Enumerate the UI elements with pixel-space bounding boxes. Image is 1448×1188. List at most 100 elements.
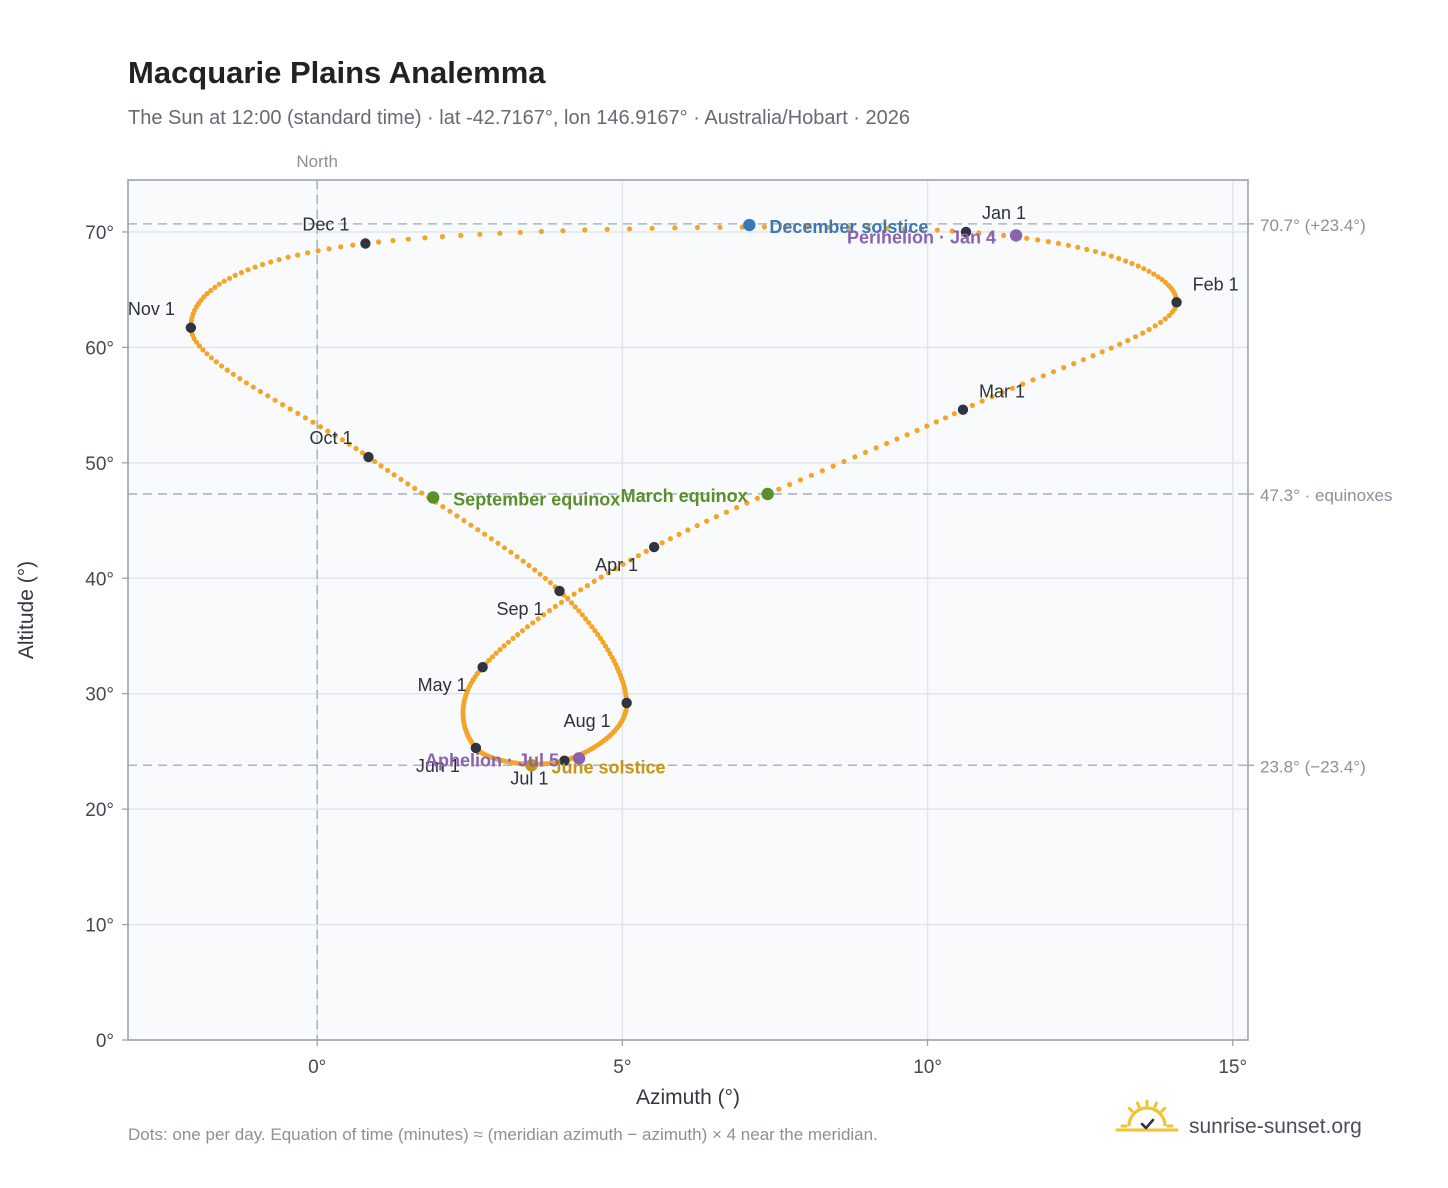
- daily-sun-dot: [579, 612, 585, 618]
- daily-sun-dot: [287, 406, 293, 412]
- daily-sun-dot: [841, 458, 847, 465]
- daily-sun-dot: [200, 347, 206, 353]
- daily-sun-dot: [924, 423, 930, 429]
- daily-sun-dot: [454, 513, 460, 519]
- daily-sun-dot: [519, 628, 526, 634]
- daily-sun-dot: [571, 591, 577, 597]
- daily-sun-dot: [884, 225, 890, 231]
- x-tick-label: 10°: [913, 1057, 942, 1078]
- daily-sun-dot: [305, 250, 311, 256]
- daily-sun-dot: [295, 410, 301, 416]
- daily-sun-dot: [482, 531, 488, 537]
- month-label: Sep 1: [496, 599, 543, 619]
- daily-sun-dot: [1140, 330, 1146, 336]
- daily-sun-dot: [230, 371, 236, 377]
- daily-sun-dot: [1123, 258, 1129, 264]
- daily-sun-dot: [942, 415, 949, 421]
- daily-sun-dot: [761, 224, 768, 230]
- daily-sun-dot: [495, 540, 501, 546]
- daily-sun-dot: [350, 242, 356, 248]
- north-line: North: [296, 152, 338, 1040]
- daily-sun-dot: [602, 643, 609, 649]
- y-tick-label: 70°: [85, 223, 114, 244]
- daily-sun-dot: [819, 468, 825, 474]
- event-marker: [426, 491, 440, 504]
- daily-sun-dot: [1030, 377, 1036, 383]
- daily-sun-dot: [532, 567, 538, 573]
- north-label: North: [296, 152, 338, 171]
- daily-sun-dot: [1169, 309, 1175, 315]
- daily-sun-dot: [265, 393, 271, 399]
- daily-sun-dot: [560, 228, 566, 234]
- daily-sun-dot: [1009, 385, 1016, 391]
- daily-sun-dot: [405, 481, 411, 487]
- daily-sun-dot: [204, 351, 210, 357]
- daily-sun-dot: [1158, 319, 1164, 325]
- daily-sun-dot: [193, 339, 200, 345]
- daily-sun-dot: [976, 230, 982, 236]
- daily-sun-dot: [704, 518, 710, 524]
- daily-sun-dot: [1162, 316, 1168, 322]
- daily-sun-dot: [713, 514, 720, 520]
- daily-sun-dot: [346, 441, 352, 447]
- daily-sun-dot: [583, 616, 589, 622]
- month-label: Jul 1: [510, 769, 548, 789]
- daily-sun-dot: [572, 604, 578, 610]
- daily-sun-dot: [1166, 312, 1172, 319]
- daily-sun-dot: [1132, 334, 1139, 340]
- daily-sun-dot: [1117, 341, 1123, 347]
- daily-sun-dot: [1116, 255, 1122, 262]
- y-tick-label: 0°: [96, 1031, 114, 1052]
- daily-sun-dot: [295, 252, 301, 258]
- daily-sun-dot: [1129, 260, 1135, 267]
- daily-sun-dot: [497, 230, 503, 236]
- daily-sun-dot: [412, 485, 418, 491]
- daily-sun-dot: [578, 587, 584, 593]
- month-label: Feb 1: [1193, 274, 1239, 294]
- daily-sun-dot: [589, 624, 595, 630]
- daily-sun-dot: [723, 509, 730, 515]
- daily-sun-dot: [659, 540, 665, 546]
- daily-sun-dot: [694, 224, 701, 231]
- event-label: December solstice: [769, 217, 928, 237]
- event-marker: [572, 752, 586, 765]
- daily-sun-dot: [537, 571, 543, 577]
- daily-sun-dot: [914, 427, 920, 433]
- daily-sun-dot: [1045, 239, 1051, 245]
- daily-sun-dot: [547, 580, 554, 586]
- daily-sun-dot: [493, 650, 499, 656]
- month-marker: [363, 451, 374, 463]
- daily-sun-dot: [501, 545, 508, 551]
- event-label: June solstice: [551, 757, 665, 777]
- month-marker: [960, 226, 972, 238]
- daily-sun-dot: [232, 272, 238, 278]
- daily-sun-dot: [951, 411, 958, 417]
- daily-sun-dot: [538, 228, 545, 235]
- daily-sun-dot: [338, 244, 344, 250]
- daily-sun-dot: [1152, 323, 1158, 329]
- daily-sun-dot: [1084, 246, 1090, 252]
- daily-sun-dot: [1001, 232, 1007, 238]
- daily-sun-dot: [280, 402, 286, 408]
- daily-sun-dot: [808, 472, 815, 478]
- event-label: March equinox: [621, 486, 748, 506]
- x-tick-label: 15°: [1218, 1057, 1247, 1078]
- month-marker: [957, 404, 969, 415]
- month-label: Apr 1: [595, 555, 638, 575]
- daily-sun-dot: [213, 359, 219, 365]
- daily-sun-dot: [1024, 235, 1030, 241]
- daily-sun-dot: [568, 600, 575, 606]
- daily-sun-dot: [1061, 365, 1067, 371]
- daily-sun-dot: [969, 402, 976, 408]
- daily-sun-dot: [607, 651, 613, 657]
- daily-sun-dot: [226, 275, 233, 281]
- daily-sun-dot: [613, 566, 619, 572]
- daily-sun-dot: [268, 259, 274, 265]
- daily-sun-dot: [1020, 381, 1026, 387]
- y-tick-label: 60°: [85, 338, 114, 359]
- daily-sun-dot: [988, 231, 995, 237]
- daily-sun-dot: [391, 472, 397, 478]
- daily-sun-dot: [440, 504, 446, 510]
- daily-sun-dot: [676, 531, 682, 538]
